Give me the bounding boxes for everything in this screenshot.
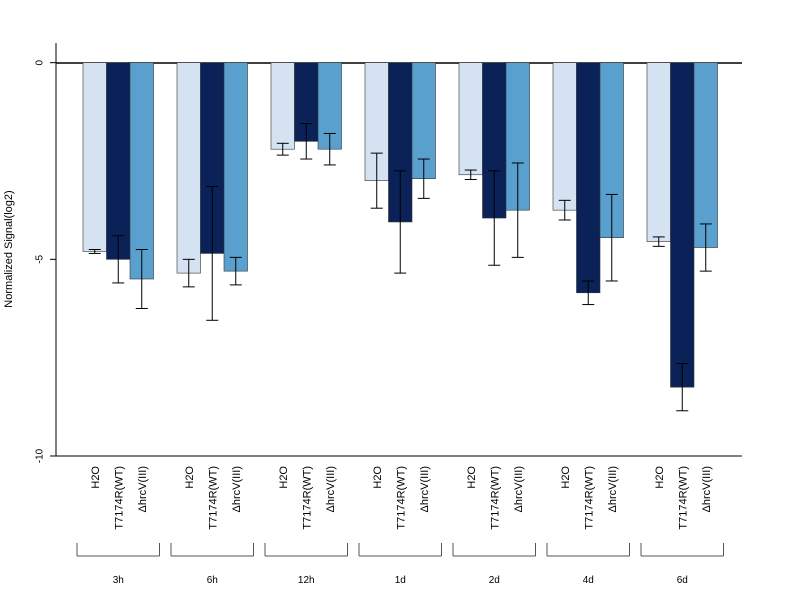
bar [693, 62, 718, 248]
x-category-label: ΔhrcV(III) [419, 466, 431, 512]
x-category-label: H2O [184, 466, 196, 489]
bar [552, 62, 577, 211]
x-category-label: T7174R(WT) [583, 466, 595, 530]
x-group-label: 12h [298, 575, 315, 586]
x-category-label: T7174R(WT) [207, 466, 219, 530]
x-category-label: ΔhrcV(III) [513, 466, 525, 512]
bar [670, 62, 695, 388]
y-tick-label: -10 [35, 448, 46, 463]
bar [106, 62, 131, 260]
bar [270, 62, 295, 150]
x-category-label: ΔhrcV(III) [231, 466, 243, 512]
x-category-label: H2O [372, 466, 384, 489]
x-category-label: T7174R(WT) [301, 466, 313, 530]
bar [576, 62, 601, 294]
x-group-label: 6h [207, 575, 218, 586]
bar [176, 62, 201, 274]
x-category-label: H2O [560, 466, 572, 489]
x-category-label: H2O [90, 466, 102, 489]
x-category-label: H2O [466, 466, 478, 489]
x-category-label: ΔhrcV(III) [607, 466, 619, 512]
x-group-label: 6d [677, 575, 688, 586]
y-tick-label: 0 [35, 59, 46, 65]
x-group-label: 2d [489, 575, 500, 586]
x-category-label: H2O [278, 466, 290, 489]
x-category-label: T7174R(WT) [489, 466, 501, 530]
x-category-label: T7174R(WT) [395, 466, 407, 530]
bar [129, 62, 154, 280]
x-category-label: ΔhrcV(III) [701, 466, 713, 512]
x-category-label: T7174R(WT) [113, 466, 125, 530]
x-group-label: 1d [395, 575, 406, 586]
bar [82, 62, 107, 252]
y-tick-label: -5 [35, 254, 46, 263]
bar [458, 62, 483, 176]
y-axis-label: Normalized Signal(log2) [3, 190, 15, 307]
x-category-label: H2O [654, 466, 666, 489]
x-category-label: ΔhrcV(III) [325, 466, 337, 512]
x-category-label: T7174R(WT) [677, 466, 689, 530]
x-category-label: ΔhrcV(III) [137, 466, 149, 512]
bar [646, 62, 671, 242]
x-group-label: 4d [583, 575, 594, 586]
chart-marks: 0 -5 -10 H2O T7174R(WT) ΔhrcV(III) 3h H2O T7174R… [35, 59, 724, 586]
bar [223, 62, 248, 272]
x-group-label: 3h [113, 575, 124, 586]
